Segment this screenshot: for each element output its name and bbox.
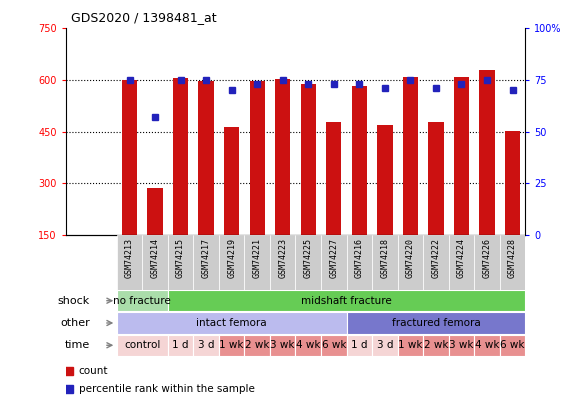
Bar (116, 335, 168, 356)
Text: GSM74218: GSM74218 (380, 238, 389, 278)
Bar (397, 335, 423, 356)
Bar (168, 335, 194, 356)
Text: GSM74228: GSM74228 (508, 238, 517, 278)
Text: GSM74214: GSM74214 (151, 238, 159, 278)
Bar (423, 235, 449, 290)
Bar (244, 335, 270, 356)
Bar (377, 125, 392, 235)
Text: GSM74216: GSM74216 (355, 238, 364, 278)
Bar (194, 235, 219, 290)
Bar (454, 77, 469, 235)
Bar (449, 235, 475, 290)
Bar (116, 290, 168, 311)
Bar (500, 235, 525, 290)
Text: intact femora: intact femora (196, 318, 267, 328)
Text: GSM74219: GSM74219 (227, 238, 236, 278)
Bar (116, 312, 347, 334)
Text: GSM74224: GSM74224 (457, 238, 466, 278)
Text: GSM74217: GSM74217 (202, 238, 211, 278)
Text: GSM74213: GSM74213 (125, 238, 134, 278)
Bar (449, 335, 475, 356)
Bar (275, 79, 291, 235)
Bar (347, 335, 372, 356)
Text: GSM74223: GSM74223 (278, 238, 287, 278)
Bar (300, 84, 316, 235)
Bar (296, 235, 321, 290)
Bar (122, 80, 137, 235)
Bar (296, 335, 321, 356)
Text: 1 wk: 1 wk (219, 340, 244, 350)
Bar (475, 235, 500, 290)
Text: 4 wk: 4 wk (475, 340, 499, 350)
Text: 6 wk: 6 wk (500, 340, 525, 350)
Text: 6 wk: 6 wk (321, 340, 346, 350)
Text: GSM74222: GSM74222 (432, 238, 440, 278)
Bar (270, 235, 296, 290)
Bar (173, 78, 188, 235)
Text: 3 wk: 3 wk (271, 340, 295, 350)
Text: 1 wk: 1 wk (398, 340, 423, 350)
Bar (219, 335, 244, 356)
Bar (194, 335, 219, 356)
Text: GSM74226: GSM74226 (482, 238, 492, 278)
Text: GSM74221: GSM74221 (253, 238, 262, 278)
Text: 1 d: 1 d (351, 340, 368, 350)
Text: 2 wk: 2 wk (245, 340, 270, 350)
Text: GSM74225: GSM74225 (304, 238, 313, 278)
Text: no fracture: no fracture (114, 296, 171, 306)
Text: shock: shock (58, 296, 90, 306)
Bar (168, 290, 525, 311)
Text: GSM74227: GSM74227 (329, 238, 338, 278)
Bar (250, 81, 265, 235)
Text: 3 wk: 3 wk (449, 340, 474, 350)
Bar (505, 131, 520, 235)
Bar (224, 128, 239, 235)
Text: time: time (65, 340, 90, 350)
Text: count: count (79, 366, 108, 375)
Text: 1 d: 1 d (172, 340, 189, 350)
Bar (147, 188, 163, 235)
Bar (347, 235, 372, 290)
Bar (397, 235, 423, 290)
Bar (142, 235, 168, 290)
Bar (500, 335, 525, 356)
Bar (403, 77, 418, 235)
Text: other: other (60, 318, 90, 328)
Text: 3 d: 3 d (198, 340, 214, 350)
Text: GSM74215: GSM74215 (176, 238, 185, 278)
Bar (321, 235, 347, 290)
Text: 4 wk: 4 wk (296, 340, 320, 350)
Bar (244, 235, 270, 290)
Text: GSM74220: GSM74220 (406, 238, 415, 278)
Bar (475, 335, 500, 356)
Bar (168, 235, 194, 290)
Bar (321, 335, 347, 356)
Text: percentile rank within the sample: percentile rank within the sample (79, 384, 255, 394)
Bar (116, 235, 142, 290)
Bar (428, 122, 444, 235)
Bar (270, 335, 296, 356)
Text: GDS2020 / 1398481_at: GDS2020 / 1398481_at (71, 11, 217, 24)
Bar (372, 235, 397, 290)
Bar (219, 235, 244, 290)
Text: fractured femora: fractured femora (392, 318, 480, 328)
Bar (480, 70, 494, 235)
Text: 2 wk: 2 wk (424, 340, 448, 350)
Bar (372, 335, 397, 356)
Text: 3 d: 3 d (377, 340, 393, 350)
Bar (352, 86, 367, 235)
Text: control: control (124, 340, 160, 350)
Bar (423, 335, 449, 356)
Bar (347, 312, 525, 334)
Text: midshaft fracture: midshaft fracture (301, 296, 392, 306)
Bar (199, 81, 214, 235)
Bar (326, 122, 341, 235)
